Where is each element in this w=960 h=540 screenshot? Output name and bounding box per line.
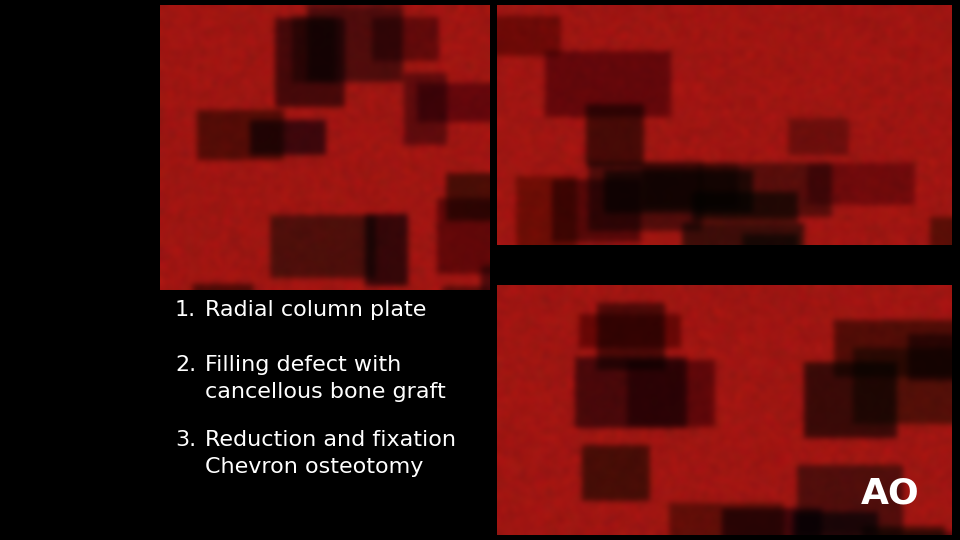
Text: Reduction and fixation
Chevron osteotomy: Reduction and fixation Chevron osteotomy [205, 430, 456, 477]
Text: Radial column plate: Radial column plate [205, 300, 426, 320]
Text: 3.: 3. [175, 430, 196, 450]
Text: 1.: 1. [175, 300, 196, 320]
Text: 2.: 2. [175, 355, 196, 375]
Text: AO: AO [861, 476, 920, 510]
Text: Filling defect with
cancellous bone graft: Filling defect with cancellous bone graf… [205, 355, 445, 402]
